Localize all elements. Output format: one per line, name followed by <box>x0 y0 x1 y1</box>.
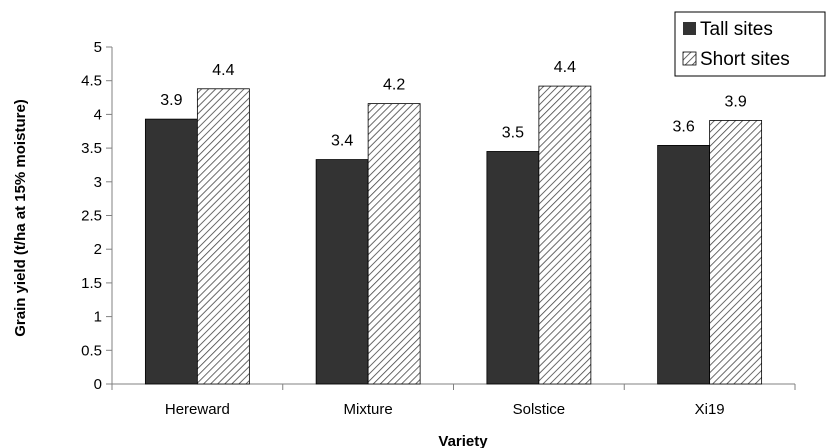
bar-tall-sites-solstice <box>486 151 540 385</box>
bar-short-sites-xi19 <box>709 120 763 385</box>
y-axis-title: Grain yield (t/ha at 15% moisture) <box>12 99 29 337</box>
x-tick-label: Mixture <box>344 401 393 418</box>
x-axis-title: Variety <box>438 433 488 448</box>
data-label: 3.9 <box>725 93 747 110</box>
y-tick-label: 3.5 <box>81 140 102 157</box>
bar-short-sites-hereward <box>196 88 250 385</box>
y-tick-label: 4.5 <box>81 73 102 90</box>
y-tick-label: 2.5 <box>81 208 102 225</box>
legend-swatch-tall-sites <box>683 22 696 35</box>
data-label: 4.4 <box>554 59 576 76</box>
data-labels: 3.9 3.4 3.5 3.6 4.4 4.2 4.4 3.9 <box>160 59 747 149</box>
data-label: 4.4 <box>212 62 234 79</box>
y-tick-label: 0.5 <box>81 342 102 359</box>
legend-box <box>674 11 826 77</box>
x-tick-label: Solstice <box>513 401 566 418</box>
legend: Tall sites Short sites <box>674 11 826 77</box>
data-label: 4.2 <box>383 77 405 94</box>
bar-tall-sites-xi19 <box>657 145 711 385</box>
bar-short-sites-mixture <box>367 103 421 385</box>
legend-label-tall-sites: Tall sites <box>700 19 773 40</box>
legend-swatch-short-sites <box>682 51 697 66</box>
y-axis: 0 0.5 1 1.5 2 2.5 3 3.5 4 4.5 5 <box>81 39 113 393</box>
y-tick-label: 0 <box>94 376 102 393</box>
data-label: 3.6 <box>673 118 695 135</box>
x-axis: Hereward Mixture Solstice Xi19 <box>111 383 796 418</box>
y-tick-label: 1 <box>94 309 102 326</box>
bars <box>144 85 763 385</box>
bar-tall-sites-mixture <box>315 159 369 385</box>
data-label: 3.5 <box>502 124 524 141</box>
x-tick-label: Hereward <box>165 401 230 418</box>
y-tick-label: 4 <box>94 106 102 123</box>
data-label: 3.9 <box>160 92 182 109</box>
y-tick-label: 1.5 <box>81 275 102 292</box>
bar-short-sites-solstice <box>538 85 592 385</box>
y-tick-label: 2 <box>94 241 102 258</box>
y-tick-label: 5 <box>94 39 102 56</box>
bar-tall-sites-hereward <box>144 118 198 385</box>
legend-label-short-sites: Short sites <box>700 49 790 70</box>
y-tick-label: 3 <box>94 174 102 191</box>
data-label: 3.4 <box>331 133 353 150</box>
x-tick-label: Xi19 <box>695 401 725 418</box>
